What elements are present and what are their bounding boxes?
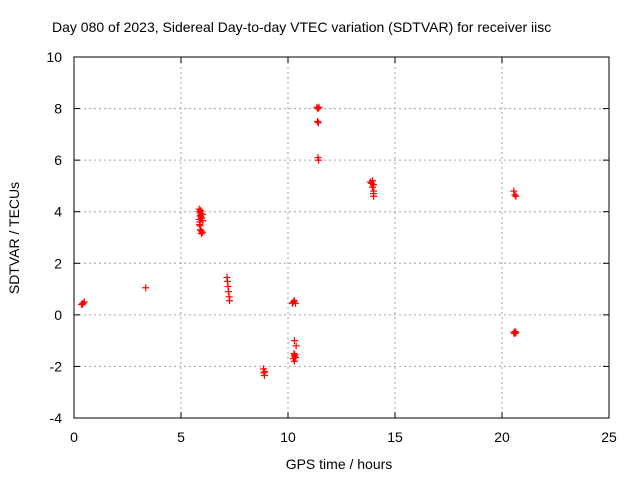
x-tick-label: 25 xyxy=(601,429,617,445)
data-point xyxy=(198,228,206,236)
data-point xyxy=(314,119,322,127)
data-point xyxy=(370,192,378,200)
data-point xyxy=(198,210,206,218)
data-point xyxy=(512,192,520,200)
data-point xyxy=(315,103,323,111)
data-point xyxy=(290,337,298,345)
data-point xyxy=(261,368,269,376)
data-point xyxy=(512,328,520,336)
data-point xyxy=(196,221,204,229)
y-tick-label: 0 xyxy=(54,307,62,323)
x-tick-label: 10 xyxy=(280,429,296,445)
y-tick-label: -4 xyxy=(50,410,63,426)
y-tick-label: 4 xyxy=(54,204,62,220)
grid xyxy=(74,57,609,418)
data-point xyxy=(197,230,205,238)
data-point xyxy=(369,177,377,185)
data-point xyxy=(290,357,298,365)
data-point xyxy=(510,187,518,195)
y-axis-label: SDTVAR / TECUs xyxy=(6,182,22,294)
data-point xyxy=(511,329,519,337)
plot-frame xyxy=(73,56,610,419)
y-tick-label: 10 xyxy=(46,49,62,65)
data-point xyxy=(314,105,322,113)
data-point xyxy=(199,217,207,225)
data-point xyxy=(226,297,234,305)
data-point xyxy=(79,300,87,308)
chart-title: Day 080 of 2023, Sidereal Day-to-day VTE… xyxy=(52,19,551,35)
data-point xyxy=(291,299,299,307)
y-tick-labels: -4 -2 0 2 4 6 8 10 xyxy=(46,49,62,426)
x-axis-label: GPS time / hours xyxy=(286,456,393,472)
x-tick-label: 0 xyxy=(70,429,78,445)
data-point xyxy=(369,183,377,191)
y-tick-label: -2 xyxy=(50,358,63,374)
y-tick-label: 6 xyxy=(54,152,62,168)
axis-ticks xyxy=(73,56,610,419)
y-tick-label: 8 xyxy=(54,101,62,117)
data-point xyxy=(292,342,300,350)
data-point xyxy=(315,156,323,164)
data-point xyxy=(142,284,150,292)
x-tick-label: 15 xyxy=(387,429,403,445)
data-point xyxy=(196,222,204,230)
x-tick-label: 5 xyxy=(177,429,185,445)
data-point xyxy=(223,277,231,285)
data-point xyxy=(511,191,519,199)
x-tick-labels: 0 5 10 15 20 25 xyxy=(70,429,617,445)
x-tick-label: 20 xyxy=(494,429,510,445)
data-points xyxy=(77,103,520,379)
data-point xyxy=(314,117,322,125)
y-tick-label: 2 xyxy=(54,255,62,271)
data-point xyxy=(225,288,233,296)
